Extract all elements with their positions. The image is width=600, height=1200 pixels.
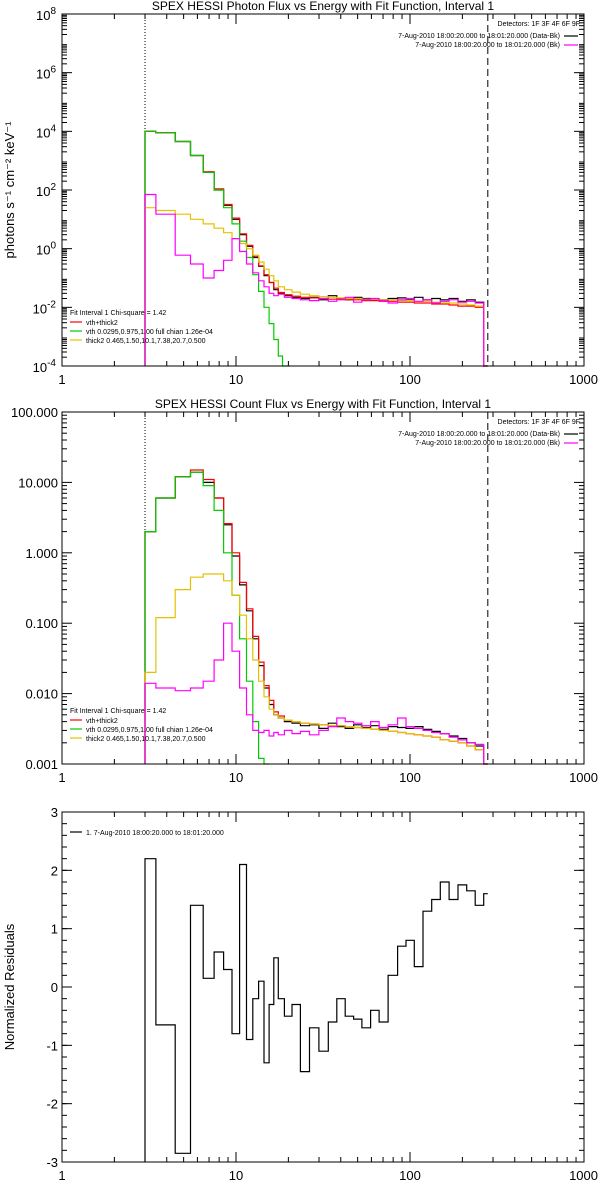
x-tick-label: 1000 (569, 1168, 598, 1183)
chart-title: SPEX HESSI Photon Flux vs Energy with Fi… (152, 0, 494, 13)
series-line-2 (144, 471, 270, 765)
y-tick-label: 0.100 (25, 616, 58, 631)
y-tick-label: 10-4 (33, 358, 57, 375)
y-tick-label: -2 (46, 1097, 58, 1112)
photon-flux-panel: SPEX HESSI Photon Flux vs Energy with Fi… (2, 0, 598, 387)
residuals-panel: Normalized Residuals 1 10 100 1000 -3 -2 -1 0 1 2 3… (2, 805, 598, 1183)
legend-left-label: thick2 0.465,1.50,10.1,7.38,20.7,0.500 (86, 338, 206, 345)
y-tick-base: 10 (36, 184, 50, 199)
legend-left-label: vth 0.0295,0.975,1.00 full chian 1.26e-0… (86, 727, 213, 734)
y-tick-label: 100.000 (11, 405, 58, 420)
y-tick-exponent: 2 (50, 182, 56, 193)
x-tick-label: 1000 (569, 372, 598, 387)
count-flux-panel: SPEX HESSI Count Flux vs Energy with Fit… (11, 397, 598, 785)
y-tick-base: 10 (36, 67, 50, 82)
series-line-0 (144, 858, 488, 1162)
y-tick-label: 3 (51, 805, 58, 820)
x-tick-label: 1 (58, 372, 65, 387)
y-tick-label: -1 (46, 1038, 58, 1053)
y-tick-label: 108 (36, 6, 56, 23)
y-tick-exponent: 8 (50, 6, 56, 17)
x-tick-label: 10 (229, 770, 243, 785)
y-axis-label: photons s⁻¹ cm⁻² keV⁻¹ (2, 121, 17, 259)
plot-frame (61, 411, 585, 765)
y-tick-exponent: -4 (47, 358, 56, 369)
legend-right-label: 7-Aug-2010 18:00:20.000 to 18:01:20.000 … (398, 33, 560, 40)
y-axis-label: Normalized Residuals (2, 923, 17, 1050)
y-tick-label: 104 (36, 123, 56, 140)
y-tick-label: 1 (51, 922, 58, 937)
y-tick-label: 0 (51, 980, 58, 995)
x-tick-label: 1 (58, 1168, 65, 1183)
detectors-label: Detectors: 1F 3F 4F 6F 9F (498, 21, 580, 28)
y-tick-label: 102 (36, 182, 56, 199)
legend-left-label: vth 0.0295,0.975,1.00 full chian 1.26e-0… (86, 329, 213, 336)
x-tick-label: 100 (399, 372, 421, 387)
y-tick-label: 106 (36, 65, 56, 82)
y-tick-label: 2 (51, 863, 58, 878)
series-line-1 (144, 469, 488, 765)
x-tick-label: 100 (399, 1168, 421, 1183)
y-tick-base: 10 (33, 301, 47, 316)
y-tick-exponent: -2 (47, 299, 56, 310)
legend-left-label: vth+thick2 (86, 718, 118, 725)
fit-summary-label: Fit Interval 1 Chi-square = 1.42 (70, 708, 166, 715)
detectors-label: Detectors: 1F 3F 4F 6F 9F (498, 419, 580, 426)
series-line-3 (144, 573, 488, 765)
y-tick-label: 0.001 (25, 757, 58, 772)
y-tick-exponent: 4 (50, 123, 56, 134)
x-tick-label: 10 (229, 1168, 243, 1183)
legend-left-label: thick2 0.465,1.50,10.1,7.38,20.7,0.500 (86, 736, 206, 743)
y-tick-exponent: 0 (50, 241, 56, 252)
x-tick-label: 1 (58, 770, 65, 785)
legend-left-label: 1. 7-Aug-2010 18:00:20.000 to 18:01:20.0… (86, 830, 224, 837)
y-tick-exponent: 6 (50, 65, 56, 76)
legend-left-label: vth+thick2 (86, 320, 118, 327)
y-tick-base: 10 (36, 8, 50, 23)
series-line-2 (144, 130, 291, 367)
y-tick-label: 100 (36, 241, 56, 258)
plot-frame (61, 811, 585, 1163)
y-tick-label: 10-2 (33, 299, 57, 316)
series-line-0 (144, 471, 488, 765)
y-tick-label: 10.000 (18, 475, 58, 490)
y-tick-label: 1.000 (25, 546, 58, 561)
y-tick-base: 10 (36, 243, 50, 258)
plot-frame (61, 13, 585, 367)
fit-summary-label: Fit Interval 1 Chi-square = 1.42 (70, 310, 166, 317)
x-tick-label: 1000 (569, 770, 598, 785)
series-line-4 (144, 622, 488, 765)
x-tick-label: 10 (229, 372, 243, 387)
legend-right-label: 7-Aug-2010 18:00:20.000 to 18:01:20.000 … (415, 440, 560, 447)
y-tick-label: -3 (46, 1155, 58, 1170)
y-tick-base: 10 (33, 360, 47, 375)
chart-title: SPEX HESSI Count Flux vs Energy with Fit… (155, 397, 491, 411)
y-tick-label: 0.010 (25, 687, 58, 702)
x-tick-label: 100 (399, 770, 421, 785)
y-tick-base: 10 (36, 125, 50, 140)
legend-right-label: 7-Aug-2010 18:00:20.000 to 18:01:20.000 … (398, 431, 560, 438)
series-line-4 (144, 193, 488, 367)
legend-right-label: 7-Aug-2010 18:00:20.000 to 18:01:20.000 … (415, 42, 560, 49)
